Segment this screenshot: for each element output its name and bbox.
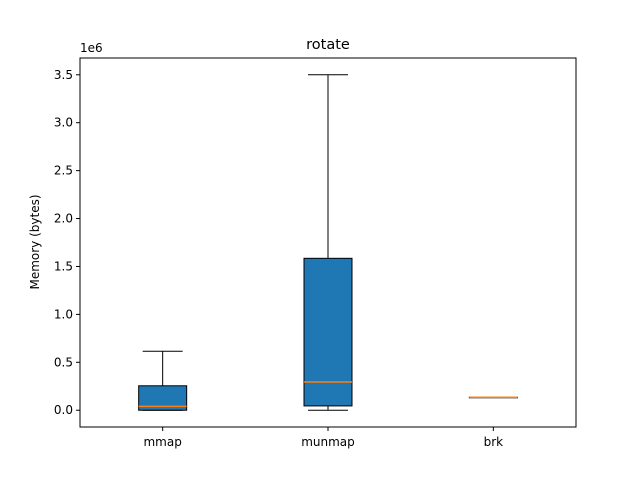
x-tick-label: munmap <box>301 435 355 449</box>
plot-frame <box>79 57 577 428</box>
y-offset-label: 1e6 <box>80 41 103 55</box>
y-axis-label: Memory (bytes) <box>28 194 42 289</box>
box-munmap <box>303 257 353 407</box>
y-tick-label: 0.0 <box>54 403 73 417</box>
y-tick-label: 2.0 <box>54 212 73 226</box>
x-tick-label: brk <box>484 435 504 449</box>
x-tick-label: mmap <box>143 435 181 449</box>
y-tick-label: 1.5 <box>54 259 73 273</box>
y-tick-label: 2.5 <box>54 164 73 178</box>
y-tick-label: 3.5 <box>54 68 73 82</box>
y-tick-label: 0.5 <box>54 355 73 369</box>
y-tick-label: 3.0 <box>54 116 73 130</box>
chart-title: rotate <box>306 37 350 53</box>
plot-area: 0.0 0.5 1.0 1.5 2.0 2.5 3.0 3.5 mmap munmap brk <box>54 68 518 449</box>
y-tick-label: 1.0 <box>54 307 73 321</box>
